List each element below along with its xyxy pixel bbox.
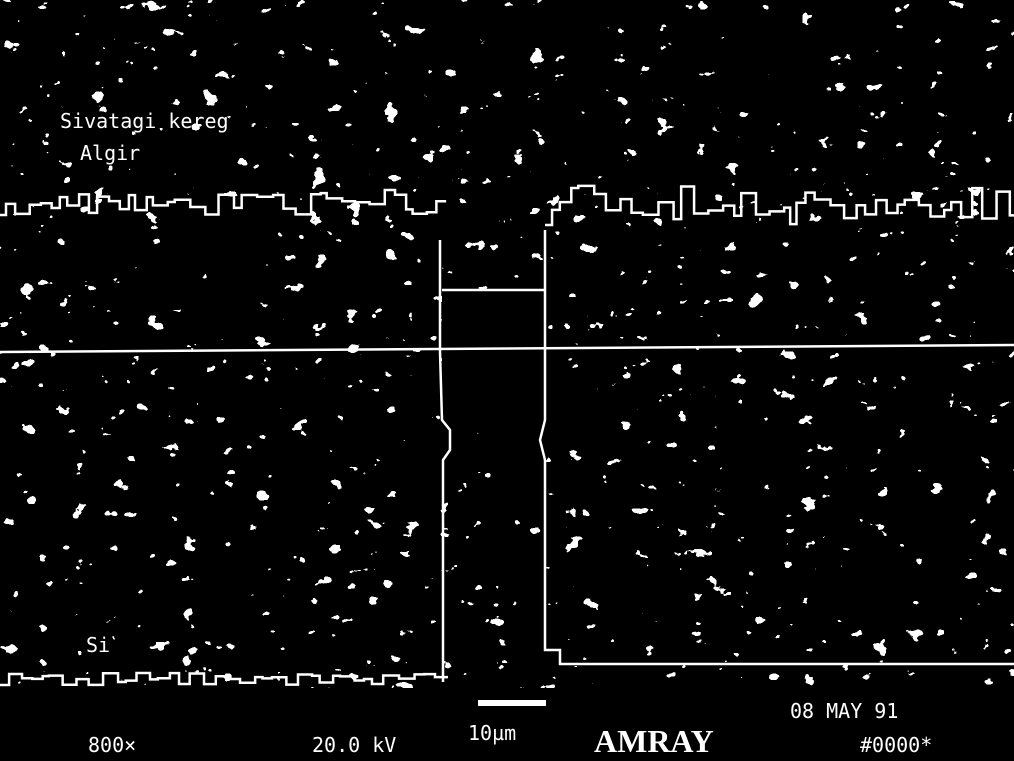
label: Sivatagi kereg: [60, 109, 229, 133]
profile-lower-left: [0, 671, 448, 687]
scan-line: [0, 343, 1014, 354]
label: Algir: [80, 141, 140, 165]
profile-right: [538, 230, 1014, 666]
profile-left: [438, 240, 452, 682]
profile-upper-left: [0, 188, 447, 217]
scale-bar: [478, 700, 546, 706]
date: 08 MAY 91: [790, 699, 898, 723]
line-profiles: [0, 184, 1014, 687]
dark-grain: [140, 240, 215, 310]
frame-number: #0000*: [860, 733, 932, 757]
magnification: 800×: [88, 733, 136, 757]
label: Si: [86, 633, 110, 657]
scale-label: 10µm: [468, 721, 516, 745]
analysis-region: [442, 290, 600, 470]
profile-upper-right: [545, 184, 1014, 227]
voltage: 20.0 kV: [312, 733, 396, 757]
brand: AMRAY: [594, 723, 714, 759]
